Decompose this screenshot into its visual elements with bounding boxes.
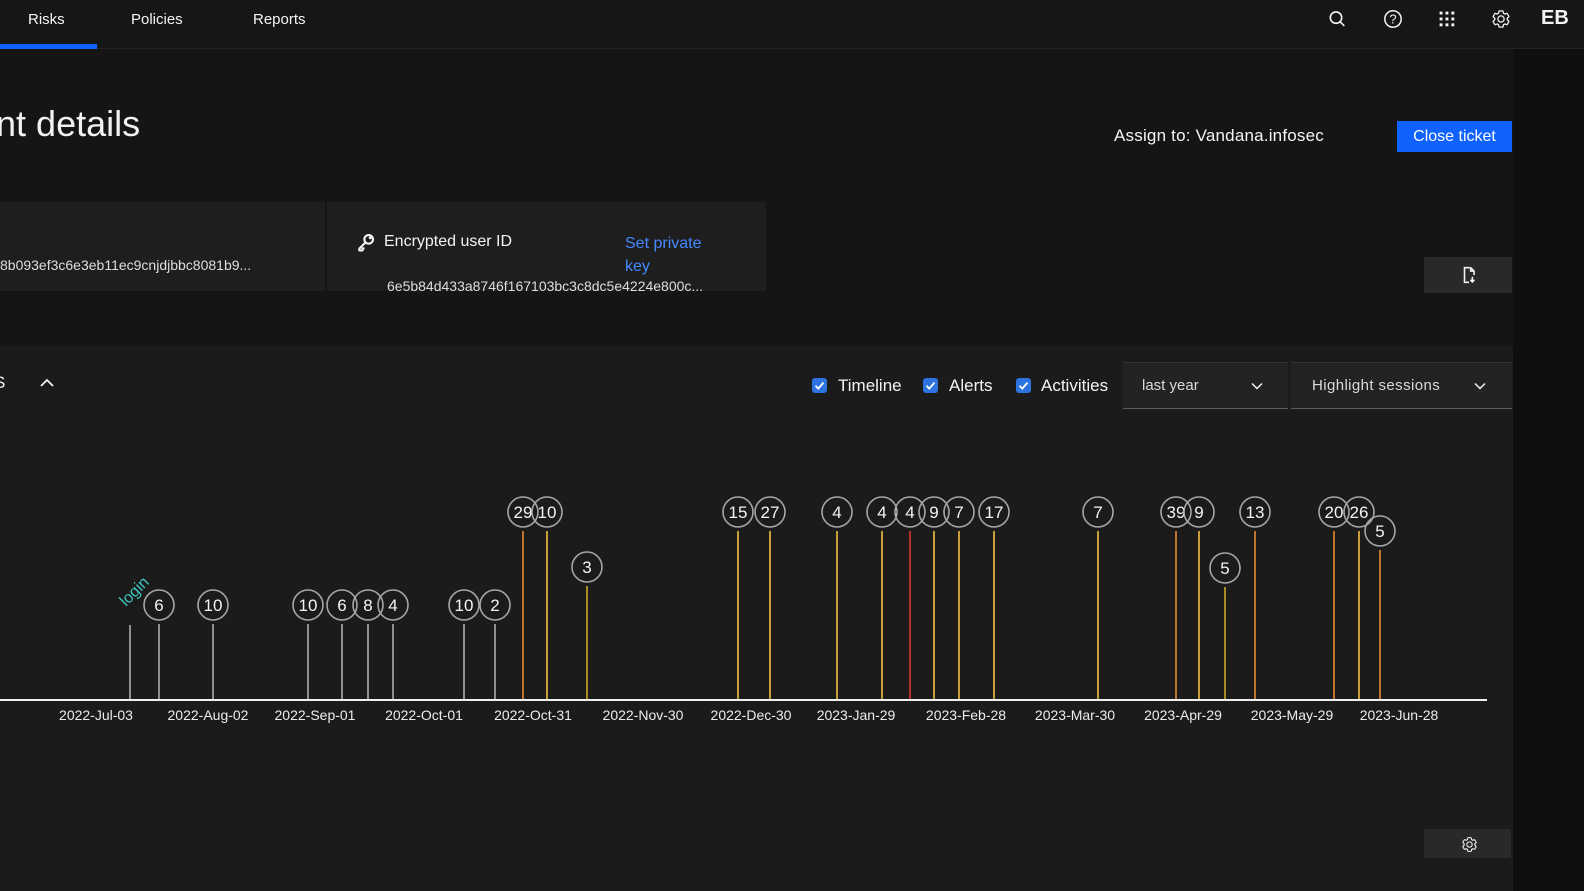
svg-text:9: 9 (1194, 503, 1203, 522)
svg-text:2023-Apr-29: 2023-Apr-29 (1144, 707, 1222, 723)
svg-text:15: 15 (729, 503, 748, 522)
svg-text:17: 17 (985, 503, 1004, 522)
svg-text:2022-Jul-03: 2022-Jul-03 (59, 707, 133, 723)
svg-text:3: 3 (582, 558, 591, 577)
svg-text:4: 4 (388, 596, 397, 615)
svg-text:4: 4 (905, 503, 914, 522)
svg-text:2023-May-29: 2023-May-29 (1251, 707, 1334, 723)
svg-text:2022-Nov-30: 2022-Nov-30 (603, 707, 684, 723)
svg-text:9: 9 (929, 503, 938, 522)
svg-text:2023-Feb-28: 2023-Feb-28 (926, 707, 1006, 723)
svg-text:2023-Mar-30: 2023-Mar-30 (1035, 707, 1115, 723)
svg-text:7: 7 (954, 503, 963, 522)
svg-text:10: 10 (299, 596, 318, 615)
svg-text:27: 27 (761, 503, 780, 522)
svg-text:4: 4 (877, 503, 886, 522)
svg-text:29: 29 (514, 503, 533, 522)
svg-text:?: ? (1389, 12, 1396, 27)
svg-text:2022-Sep-01: 2022-Sep-01 (275, 707, 356, 723)
svg-text:10: 10 (204, 596, 223, 615)
svg-text:2022-Dec-30: 2022-Dec-30 (711, 707, 792, 723)
svg-text:7: 7 (1093, 503, 1102, 522)
svg-text:5: 5 (1375, 522, 1384, 541)
svg-text:5: 5 (1220, 559, 1229, 578)
svg-text:2022-Oct-31: 2022-Oct-31 (494, 707, 572, 723)
svg-text:2: 2 (490, 596, 499, 615)
svg-text:2023-Jun-28: 2023-Jun-28 (1360, 707, 1439, 723)
svg-text:6: 6 (337, 596, 346, 615)
svg-text:26: 26 (1350, 503, 1369, 522)
svg-text:login: login (117, 574, 153, 610)
svg-text:6: 6 (154, 596, 163, 615)
svg-text:2022-Aug-02: 2022-Aug-02 (168, 707, 249, 723)
svg-text:4: 4 (832, 503, 841, 522)
svg-text:8: 8 (363, 596, 372, 615)
svg-text:20: 20 (1325, 503, 1344, 522)
svg-text:2022-Oct-01: 2022-Oct-01 (385, 707, 463, 723)
svg-text:10: 10 (538, 503, 557, 522)
svg-text:39: 39 (1167, 503, 1186, 522)
svg-text:13: 13 (1246, 503, 1265, 522)
svg-text:2023-Jan-29: 2023-Jan-29 (817, 707, 896, 723)
svg-text:10: 10 (455, 596, 474, 615)
